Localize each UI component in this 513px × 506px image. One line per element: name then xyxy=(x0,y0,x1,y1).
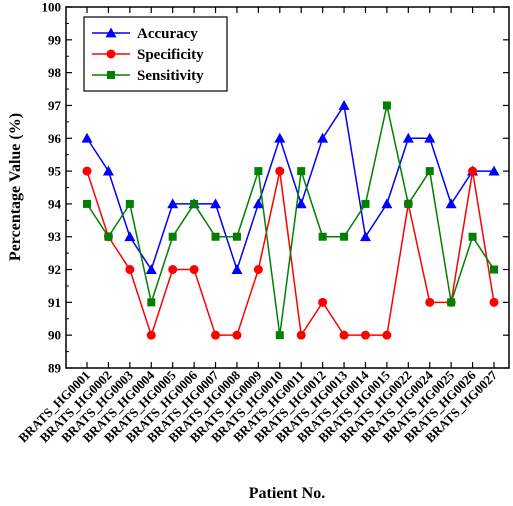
y-axis: 89 90 91 92 93 94 95 96 97 98 99 100 xyxy=(42,0,509,376)
data-point-accuracy xyxy=(81,132,93,143)
series-sensitivity xyxy=(83,101,498,340)
data-point-specificity xyxy=(318,297,328,307)
legend-label-specificity: Specificity xyxy=(137,47,204,63)
data-point-sensitivity xyxy=(211,232,220,241)
data-point-accuracy xyxy=(381,198,393,209)
data-point-accuracy xyxy=(210,198,222,209)
data-point-sensitivity xyxy=(104,232,113,241)
legend-marker-sensitivity xyxy=(107,71,115,79)
y-tick-label: 98 xyxy=(48,65,62,80)
data-point-sensitivity xyxy=(232,232,241,241)
data-point-accuracy xyxy=(338,99,350,110)
legend-label-accuracy: Accuracy xyxy=(137,26,198,42)
data-point-sensitivity xyxy=(190,199,199,208)
y-tick-label: 94 xyxy=(48,196,62,211)
data-point-sensitivity xyxy=(168,232,177,241)
y-tick-label: 93 xyxy=(48,229,62,244)
data-point-sensitivity xyxy=(254,167,263,176)
data-point-specificity xyxy=(382,330,392,340)
data-point-specificity xyxy=(489,297,499,307)
legend: Accuracy Specificity Sensitivity xyxy=(83,16,228,92)
series-line-accuracy xyxy=(86,103,494,272)
data-point-accuracy xyxy=(252,198,264,209)
y-tick-label: 92 xyxy=(48,262,61,277)
data-point-specificity xyxy=(125,265,135,275)
data-point-sensitivity xyxy=(404,199,413,208)
y-tick-label: 91 xyxy=(48,295,61,310)
y-tick-label: 97 xyxy=(48,98,62,113)
data-point-specificity xyxy=(146,330,156,340)
data-point-sensitivity xyxy=(382,101,391,110)
data-point-accuracy xyxy=(445,198,457,209)
data-point-specificity xyxy=(296,330,306,340)
data-point-sensitivity xyxy=(275,331,284,340)
y-tick-label: 89 xyxy=(48,361,62,376)
data-point-sensitivity xyxy=(318,232,327,241)
data-point-sensitivity xyxy=(125,199,134,208)
data-point-accuracy xyxy=(402,132,414,143)
y-tick-label: 96 xyxy=(48,131,62,146)
data-point-specificity xyxy=(339,330,349,340)
legend-marker-accuracy xyxy=(105,27,117,38)
legend-label-sensitivity: Sensitivity xyxy=(137,68,204,84)
x-axis-title: Patient No. xyxy=(249,485,325,502)
data-point-accuracy xyxy=(231,264,243,274)
data-point-accuracy xyxy=(102,165,114,176)
x-axis: BRATS_HG0001BRATS_HG0002BRATS_HG0003BRAT… xyxy=(15,7,500,445)
data-point-accuracy xyxy=(359,231,371,242)
data-point-sensitivity xyxy=(468,232,477,241)
series-layer xyxy=(81,99,500,340)
data-point-sensitivity xyxy=(340,232,349,241)
data-point-specificity xyxy=(275,166,285,176)
data-point-sensitivity xyxy=(83,199,91,208)
data-point-specificity xyxy=(189,265,199,275)
data-point-specificity xyxy=(468,166,478,176)
data-point-accuracy xyxy=(274,132,286,143)
data-point-specificity xyxy=(82,166,92,176)
y-tick-label: 100 xyxy=(42,0,62,15)
y-axis-title: Percentage Value (%) xyxy=(7,113,24,261)
data-point-sensitivity xyxy=(147,298,156,307)
data-point-sensitivity xyxy=(447,298,456,307)
data-point-accuracy xyxy=(167,198,179,209)
data-point-accuracy xyxy=(124,231,136,242)
data-point-accuracy xyxy=(317,132,329,143)
data-point-specificity xyxy=(168,265,178,275)
data-point-specificity xyxy=(232,330,242,340)
data-point-accuracy xyxy=(424,132,436,143)
data-point-accuracy xyxy=(295,198,307,209)
y-tick-label: 99 xyxy=(48,32,62,47)
data-point-specificity xyxy=(211,330,221,340)
data-point-accuracy xyxy=(145,264,157,274)
data-point-specificity xyxy=(360,330,370,340)
data-point-sensitivity xyxy=(490,265,498,274)
data-point-accuracy xyxy=(488,165,500,176)
y-tick-label: 95 xyxy=(48,164,62,179)
data-point-sensitivity xyxy=(361,199,370,208)
data-point-specificity xyxy=(253,265,263,275)
data-point-sensitivity xyxy=(297,167,306,176)
series-line-sensitivity xyxy=(86,105,495,336)
data-point-sensitivity xyxy=(425,167,434,176)
data-point-specificity xyxy=(425,297,435,307)
y-tick-label: 90 xyxy=(48,328,61,343)
legend-marker-specificity xyxy=(106,49,116,59)
